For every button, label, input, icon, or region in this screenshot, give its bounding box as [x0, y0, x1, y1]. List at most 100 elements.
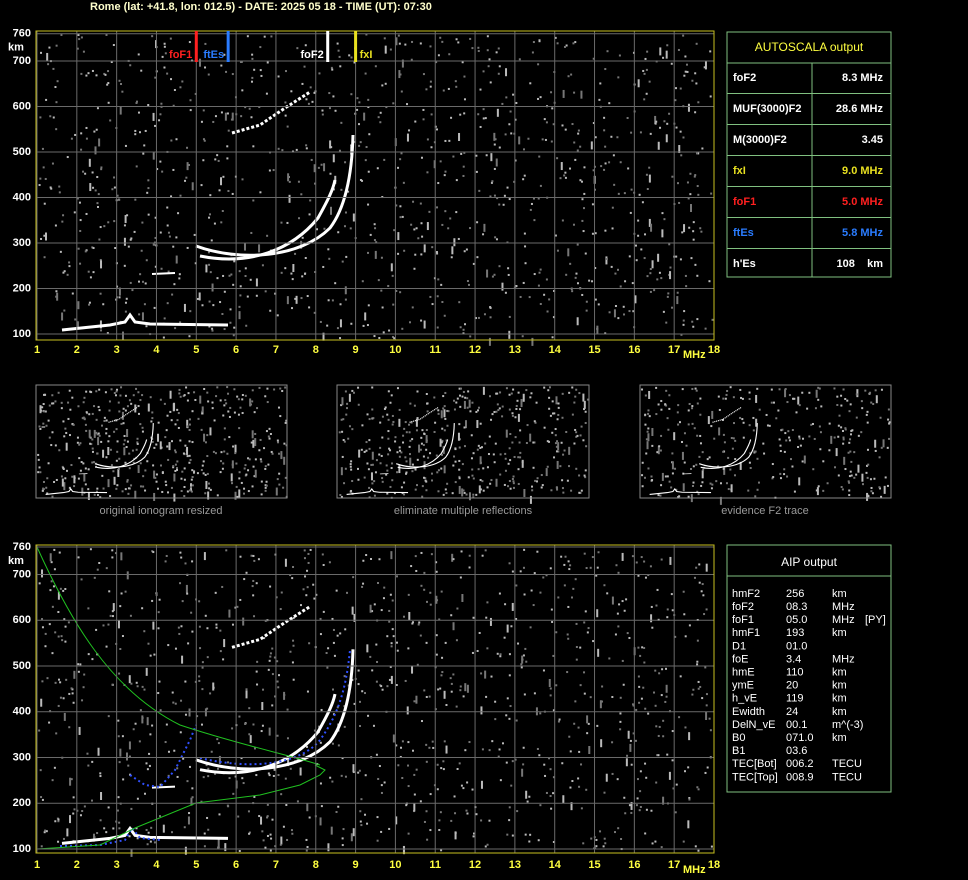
noise-dot [709, 729, 712, 732]
noise-dot [556, 486, 559, 489]
noise-dot [117, 468, 120, 477]
noise-dot [457, 432, 460, 441]
noise-dot [89, 276, 92, 279]
noise-dot [549, 567, 552, 570]
noise-dot [392, 420, 395, 423]
noise-dot [678, 201, 681, 204]
noise-dot [513, 132, 516, 135]
noise-dot [357, 683, 360, 686]
noise-dot [696, 490, 699, 493]
noise-dot [264, 619, 267, 622]
noise-dot [770, 401, 773, 404]
noise-dot [382, 331, 385, 334]
noise-dot [418, 621, 421, 624]
noise-dot [38, 582, 41, 585]
noise-dot [140, 249, 143, 252]
noise-dot [113, 476, 116, 485]
noise-dot [64, 640, 67, 643]
noise-dot [695, 152, 698, 155]
noise-dot [722, 397, 725, 400]
noise-dot [201, 406, 204, 415]
noise-dot [227, 392, 230, 395]
noise-dot [122, 407, 125, 410]
noise-dot [380, 256, 383, 259]
noise-dot [343, 725, 346, 728]
noise-dot [268, 727, 271, 736]
noise-dot [477, 468, 480, 471]
noise-dot [754, 495, 757, 498]
noise-dot [105, 432, 108, 435]
noise-dot [172, 701, 175, 704]
noise-dot [409, 439, 412, 442]
noise-dot [313, 597, 316, 600]
y-tick-label: 400 [13, 706, 31, 718]
noise-dot [428, 695, 431, 698]
noise-dot [692, 481, 695, 484]
noise-dot [265, 480, 268, 483]
noise-dot [401, 327, 404, 330]
noise-dot [227, 410, 230, 413]
noise-dot [124, 461, 127, 464]
noise-dot [269, 432, 272, 435]
noise-dot [675, 255, 678, 258]
noise-dot [591, 203, 594, 206]
noise-dot [621, 552, 624, 561]
noise-dot [565, 430, 568, 433]
noise-dot [408, 423, 411, 426]
noise-dot [327, 299, 330, 302]
noise-dot [599, 82, 602, 85]
noise-dot [599, 700, 602, 709]
marker-label: foF1 [169, 49, 192, 61]
noise-dot [186, 780, 189, 783]
noise-dot [515, 285, 518, 288]
noise-dot [110, 60, 113, 63]
noise-dot [399, 755, 402, 758]
noise-dot [167, 458, 170, 461]
noise-dot [462, 787, 465, 790]
noise-dot [577, 777, 580, 780]
aip-cell: TEC[Top] [732, 771, 778, 783]
noise-dot [574, 700, 577, 703]
noise-dot [313, 311, 316, 314]
noise-dot [711, 483, 714, 486]
noise-dot [194, 262, 197, 265]
noise-dot [247, 490, 250, 493]
noise-dot [458, 446, 461, 449]
noise-dot [341, 844, 344, 847]
noise-dot [470, 457, 473, 460]
noise-dot [373, 223, 376, 226]
noise-dot [153, 306, 156, 309]
noise-dot [284, 777, 287, 780]
noise-dot [471, 401, 474, 404]
noise-dot [155, 473, 158, 476]
noise-dot [495, 158, 498, 167]
noise-dot [399, 73, 402, 76]
noise-dot [568, 735, 571, 738]
noise-dot [884, 476, 887, 479]
noise-dot [317, 725, 320, 728]
noise-dot [341, 757, 344, 760]
noise-dot [58, 185, 61, 188]
noise-dot [276, 734, 279, 737]
noise-dot [316, 228, 319, 231]
row-value: 28.6 MHz [836, 103, 884, 115]
noise-dot [100, 260, 103, 269]
noise-dot [152, 621, 155, 630]
noise-dot [630, 801, 633, 810]
noise-dot [147, 642, 150, 645]
noise-dot [205, 264, 208, 273]
noise-dot [594, 136, 597, 139]
noise-dot [533, 692, 536, 695]
noise-dot [570, 596, 573, 599]
noise-dot [234, 491, 237, 500]
noise-dot [514, 416, 517, 419]
noise-dot [506, 624, 509, 633]
row-label: ftEs [733, 227, 754, 239]
noise-dot [443, 429, 446, 432]
noise-dot [731, 447, 734, 450]
noise-dot [397, 166, 400, 169]
noise-dot [130, 807, 133, 810]
noise-dot [496, 403, 499, 406]
noise-dot [437, 469, 440, 472]
noise-dot [642, 69, 645, 72]
